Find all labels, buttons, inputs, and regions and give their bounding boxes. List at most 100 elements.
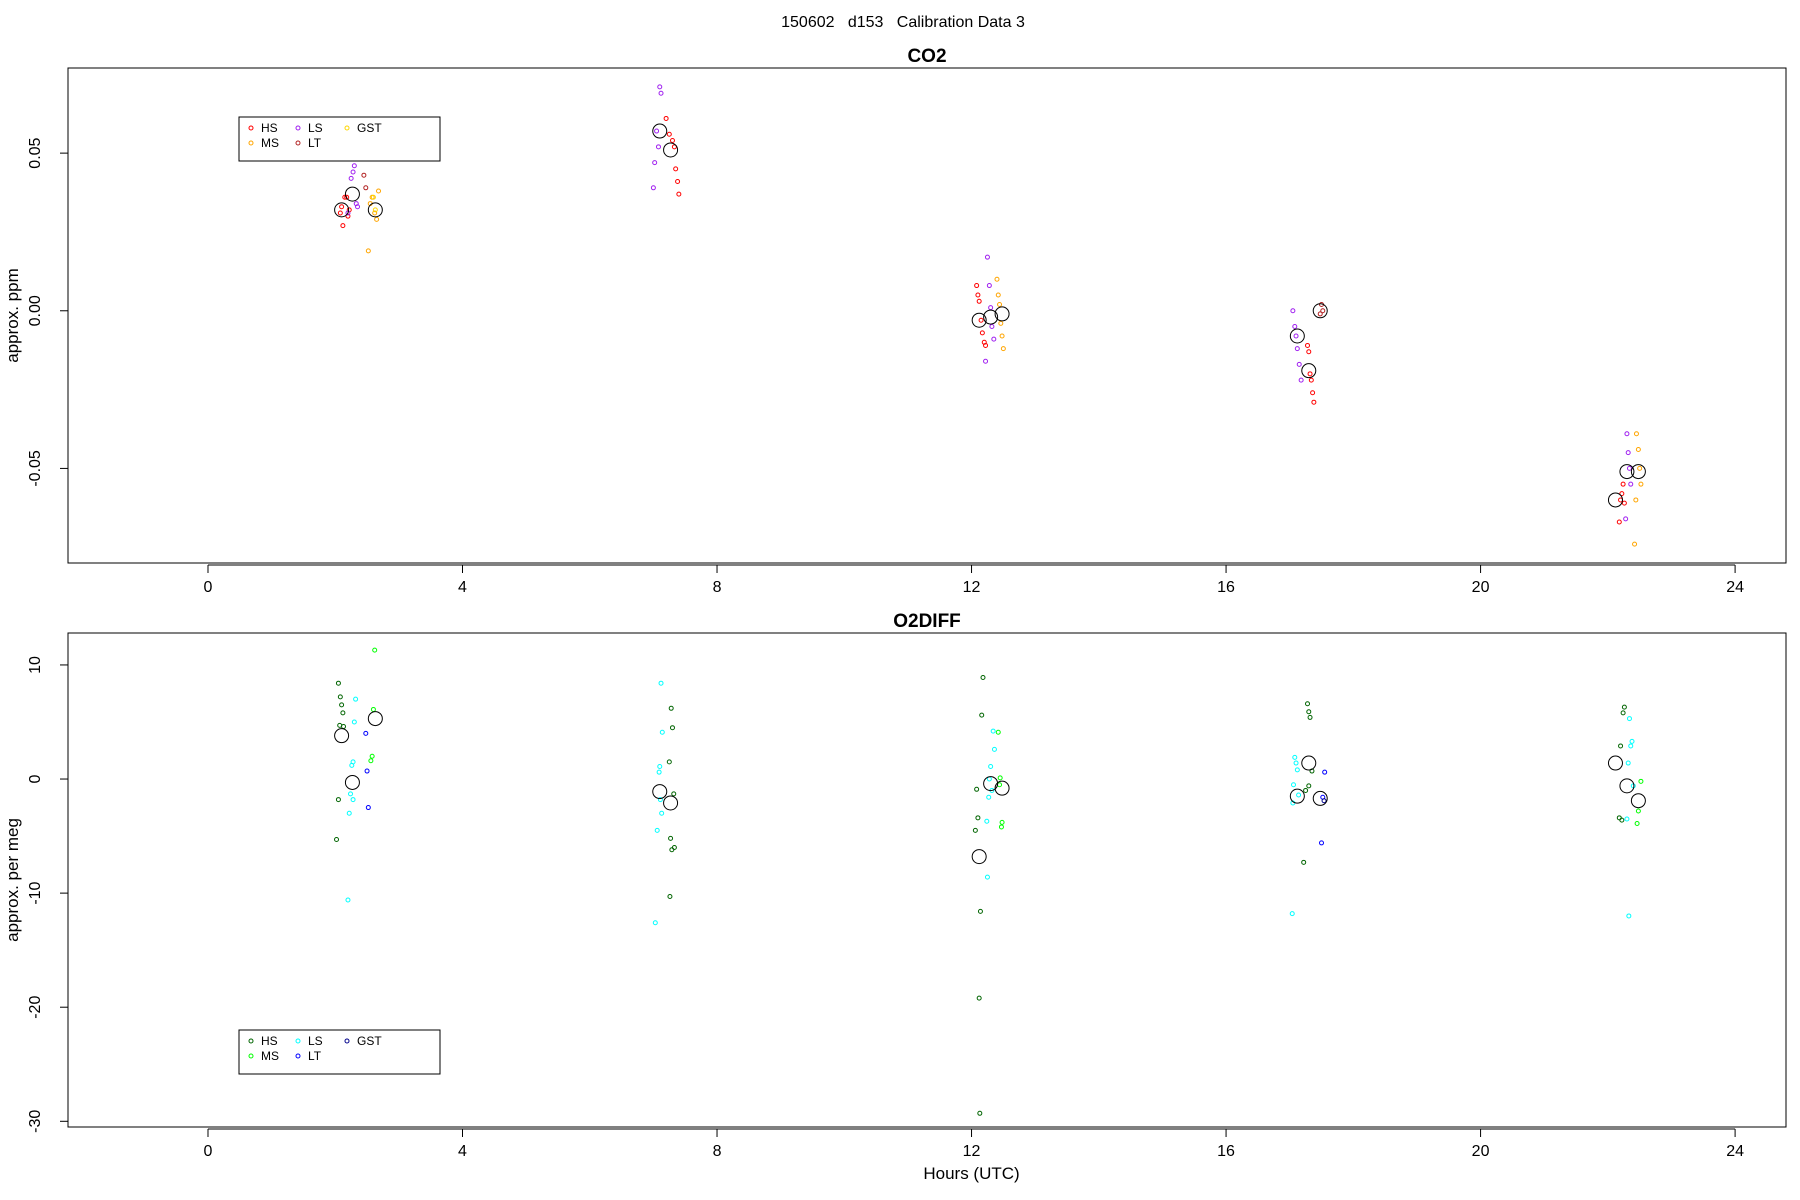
- co2-legend-label-ls: LS: [308, 121, 323, 135]
- o2diff-point-hs: [337, 694, 343, 700]
- o2diff-x-tick-label: 4: [458, 1143, 467, 1160]
- co2-point-hs: [979, 330, 985, 336]
- o2diff-point-hs: [335, 797, 341, 803]
- co2-point-hs: [344, 194, 350, 200]
- co2-point-lt: [1320, 308, 1326, 314]
- o2diff-point-hs: [669, 725, 675, 731]
- co2-legend-label-lt: LT: [308, 136, 322, 150]
- co2-point-ms: [1633, 497, 1639, 503]
- co2-mean-marker: [1630, 464, 1646, 480]
- co2-point-hs: [1311, 399, 1317, 405]
- o2diff-point-ls: [652, 920, 658, 926]
- co2-point-ms: [372, 210, 378, 216]
- co2-point-hs: [673, 166, 679, 172]
- co2-point-ls: [1290, 308, 1296, 314]
- o2diff-mean-marker: [367, 711, 383, 727]
- co2-point-hs: [975, 292, 981, 298]
- o2diff-point-hs: [671, 791, 677, 797]
- o2diff-point-ls: [1624, 816, 1630, 822]
- o2diff-point-ms: [999, 819, 1005, 825]
- co2-x-tick-label: 8: [713, 579, 722, 596]
- o2diff-y-tick-label: 0: [27, 774, 44, 783]
- co2-point-ms: [1637, 465, 1643, 471]
- co2-point-ls: [983, 358, 989, 364]
- co2-point-ls: [654, 128, 660, 134]
- o2diff-point-hs: [1306, 783, 1312, 789]
- o2diff-point-hs: [335, 680, 341, 686]
- o2diff-point-ms: [1638, 778, 1644, 784]
- co2-mean-marker: [367, 202, 383, 218]
- co2-point-ms: [1632, 541, 1638, 547]
- o2diff-mean-marker: [1630, 793, 1646, 809]
- o2diff-mean-marker: [652, 784, 668, 800]
- o2diff-point-ls: [1629, 738, 1635, 744]
- o2diff-point-ls: [1626, 716, 1632, 722]
- o2diff-mean-marker: [663, 795, 679, 811]
- co2-point-gst: [370, 194, 376, 200]
- co2-mean-marker: [344, 186, 360, 202]
- co2-point-lt: [1317, 311, 1323, 317]
- o2diff-point-hs: [1301, 859, 1307, 865]
- co2-mean-marker: [1289, 328, 1305, 344]
- co2-point-lt: [361, 172, 367, 178]
- co2-point-hs: [345, 213, 351, 219]
- co2-point-ls: [1292, 324, 1298, 330]
- co2-point-hs: [1305, 342, 1311, 348]
- o2diff-y-axis-label: approx. per meg: [3, 818, 22, 942]
- co2-mean-marker: [1301, 363, 1317, 379]
- o2diff-point-ls: [659, 729, 665, 735]
- o2diff-point-hs: [980, 674, 986, 680]
- co2-point-ls: [350, 169, 356, 175]
- co2-point-ms: [997, 301, 1003, 307]
- co2-point-hs: [978, 317, 984, 323]
- o2diff-x-tick-label: 8: [713, 1143, 722, 1160]
- co2-x-tick-label: 20: [1472, 579, 1490, 596]
- co2-point-ls: [355, 204, 361, 210]
- o2diff-mean-marker: [1289, 788, 1305, 804]
- o2diff-point-hs: [671, 844, 677, 850]
- co2-mean-marker: [994, 306, 1010, 322]
- o2diff-point-ls: [1294, 767, 1300, 773]
- co2-point-hs: [1310, 390, 1316, 396]
- o2diff-legend-box: [238, 1029, 441, 1075]
- o2diff-point-lt: [1319, 840, 1325, 846]
- co2-point-hs: [666, 131, 672, 137]
- o2diff-point-ls: [346, 810, 352, 816]
- co2-point-ms: [994, 276, 1000, 282]
- o2diff-x-tick-label: 20: [1472, 1143, 1490, 1160]
- co2-point-hs: [663, 115, 669, 121]
- o2diff-point-ms: [997, 782, 1003, 788]
- co2-point-ms: [1635, 446, 1641, 452]
- co2-point-ls: [986, 283, 992, 289]
- co2-y-axis-label: approx. ppm: [3, 268, 22, 363]
- o2diff-point-lt: [365, 805, 371, 811]
- o2diff-point-hs: [977, 908, 983, 914]
- co2-mean-marker: [1607, 492, 1623, 508]
- co2-point-ls: [1624, 431, 1630, 437]
- o2diff-panel: O2DIFF 0 4 8 12 16 20 24 Hours (UTC) -30 -20 -10 0 10…: [3, 611, 1787, 1183]
- co2-legend-label-gst: GST: [357, 121, 382, 135]
- co2-mean-marker: [971, 312, 987, 328]
- co2-point-hs: [983, 342, 989, 348]
- o2diff-point-hs: [1620, 710, 1626, 716]
- o2diff-point-hs: [976, 995, 982, 1001]
- co2-x-tick-label: 0: [204, 579, 213, 596]
- co2-point-ms: [998, 320, 1004, 326]
- o2diff-point-ls: [1293, 760, 1299, 766]
- o2diff-mean-marker: [334, 728, 350, 744]
- o2diff-point-hs: [669, 847, 675, 853]
- co2-point-ls: [345, 210, 351, 216]
- co2-point-ls: [988, 305, 994, 311]
- o2diff-mean-marker: [1607, 755, 1623, 771]
- o2diff-title: O2DIFF: [893, 611, 961, 632]
- co2-y-tick-label: -0.05: [27, 450, 44, 487]
- o2diff-point-hs: [974, 786, 980, 792]
- co2-point-ms: [365, 248, 371, 254]
- o2diff-point-hs: [1303, 787, 1309, 793]
- co2-point-ls: [1298, 377, 1304, 383]
- co2-point-ms: [374, 216, 380, 222]
- o2diff-point-hs: [979, 712, 985, 718]
- o2diff-legend-label-ms: MS: [261, 1049, 279, 1063]
- o2diff-mean-marker: [994, 780, 1010, 796]
